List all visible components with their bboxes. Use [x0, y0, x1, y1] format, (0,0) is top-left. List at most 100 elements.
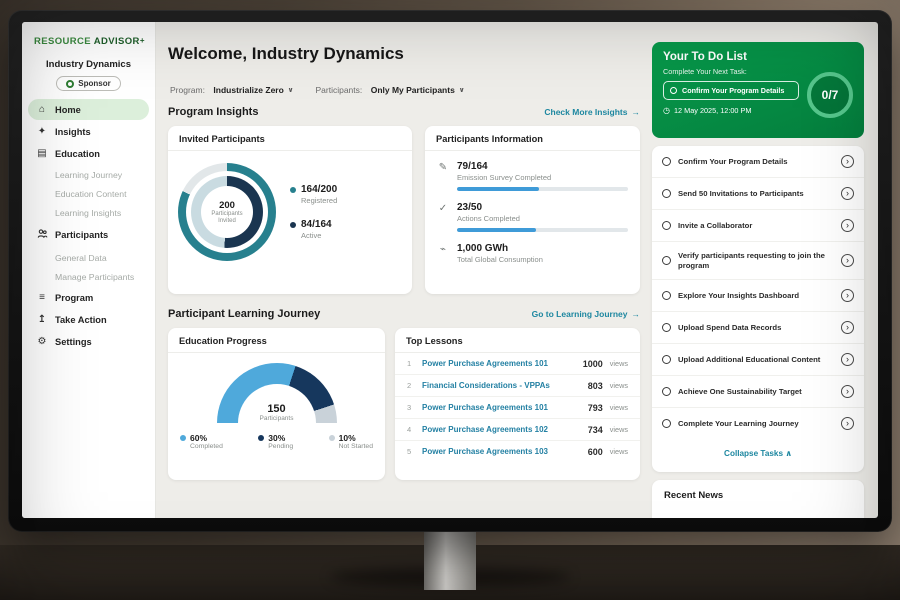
lesson-rank: 1: [407, 359, 412, 368]
invited-donut-ring-inner: 200 Participants Invited: [191, 176, 263, 248]
sidebar-item-program[interactable]: ≡ Program: [28, 287, 149, 308]
todo-task-row[interactable]: Verify participants requesting to join t…: [652, 242, 864, 281]
task-checkbox[interactable]: [662, 221, 671, 230]
sidebar-item-education-content[interactable]: Education Content: [55, 188, 127, 199]
chevron-right-icon[interactable]: ›: [841, 353, 854, 367]
legend-value: 164/200: [301, 184, 338, 195]
task-checkbox[interactable]: [662, 323, 671, 333]
todo-task-list-card: Confirm Your Program Details › Send 50 I…: [652, 146, 864, 472]
logo-secondary: ADVISOR: [93, 36, 140, 47]
logo-primary: RESOURCE: [34, 36, 92, 47]
lesson-row[interactable]: 5 Power Purchase Agreements 103 600 view…: [395, 441, 640, 462]
sidebar-item-manage-participants[interactable]: Manage Participants: [55, 271, 135, 282]
participants-icon: [36, 228, 48, 242]
monitor-bezel: RESOURCE ADVISOR+ Industry Dynamics Spon…: [8, 10, 892, 532]
chevron-right-icon[interactable]: ›: [841, 289, 854, 303]
lesson-link[interactable]: Power Purchase Agreements 101: [422, 359, 548, 368]
todo-task-row[interactable]: Send 50 Invitations to Participants ›: [652, 178, 864, 210]
section-title: Program Insights: [168, 106, 259, 118]
program-select[interactable]: Industrialize Zero ∨: [213, 85, 293, 95]
donut-center-value: 200: [219, 199, 235, 211]
chevron-right-icon[interactable]: ›: [841, 321, 854, 335]
task-checkbox[interactable]: [662, 291, 671, 301]
program-insights-header: Program Insights Check More Insights →: [168, 106, 640, 118]
todo-task-row[interactable]: Invite a Collaborator ›: [652, 210, 864, 242]
sidebar-item-label: Home: [55, 104, 81, 115]
task-checkbox[interactable]: [662, 419, 671, 429]
legend-pct: 30%: [268, 433, 286, 443]
sidebar: RESOURCE ADVISOR+ Industry Dynamics Spon…: [22, 22, 156, 518]
take-action-icon: ↥: [37, 314, 47, 325]
legend-item: 164/200 Registered: [290, 184, 337, 205]
chevron-right-icon[interactable]: ›: [841, 187, 854, 200]
legend-label: Registered: [301, 196, 338, 205]
section-title: Participant Learning Journey: [168, 308, 321, 320]
lesson-views-unit: views: [609, 359, 628, 368]
info-row-consumption: ⌁ 1,000 GWh Total Global Consumption: [437, 243, 628, 264]
arrow-right-icon: →: [631, 309, 641, 319]
sidebar-item-take-action[interactable]: ↥ Take Action: [28, 309, 149, 330]
todo-task-row[interactable]: Confirm Your Program Details ›: [652, 146, 864, 178]
legend-label: Not Started: [338, 443, 373, 450]
sidebar-item-label: Insights: [55, 126, 91, 137]
sidebar-item-settings[interactable]: ⚙ Settings: [28, 331, 149, 352]
sidebar-item-learning-journey[interactable]: Learning Journey: [55, 169, 123, 180]
invited-legend: 164/200 Registered 84/164 Active: [290, 184, 337, 240]
sidebar-item-insights[interactable]: ✦ Insights: [28, 121, 149, 142]
lesson-link[interactable]: Financial Considerations - VPPAs: [422, 381, 550, 390]
todo-task-row[interactable]: Upload Additional Educational Content ›: [652, 344, 864, 377]
due-date-label: 12 May 2025, 12:00 PM: [673, 106, 752, 115]
legend-item-pending: 30% Pending: [258, 433, 293, 450]
sidebar-item-label: Settings: [55, 336, 92, 347]
todo-task-row[interactable]: Achieve One Sustainability Target ›: [652, 376, 864, 409]
survey-icon: ✎: [438, 162, 448, 173]
lesson-views: 734: [587, 424, 603, 435]
lesson-link[interactable]: Power Purchase Agreements 103: [422, 447, 548, 456]
donut-center-label: Participants Invited: [211, 210, 243, 224]
sidebar-nav: ⌂ Home ✦ Insights ▤ Education Learning J…: [22, 99, 155, 352]
chevron-down-icon: ∨: [287, 87, 294, 94]
todo-task-row[interactable]: Upload Spend Data Records ›: [652, 312, 864, 345]
task-label: Complete Your Learning Journey: [678, 418, 799, 428]
chevron-right-icon[interactable]: ›: [841, 417, 854, 431]
recent-news-title: Recent News: [664, 490, 724, 501]
lesson-row[interactable]: 3 Power Purchase Agreements 101 793 view…: [395, 397, 640, 419]
program-filter: Program: Industrialize Zero ∨: [170, 80, 293, 98]
sidebar-item-learning-insights[interactable]: Learning Insights: [55, 207, 122, 218]
sidebar-item-home[interactable]: ⌂ Home: [28, 99, 149, 120]
task-checkbox[interactable]: [662, 355, 671, 365]
next-task-label: Confirm Your Program Details: [682, 86, 785, 95]
todo-task-row[interactable]: Explore Your Insights Dashboard ›: [652, 280, 864, 313]
sidebar-item-label: Program: [55, 292, 94, 303]
todo-subtitle: Complete Your Next Task:: [663, 67, 747, 76]
chevron-right-icon[interactable]: ›: [841, 254, 854, 268]
check-more-insights-link[interactable]: Check More Insights →: [544, 107, 640, 117]
task-checkbox[interactable]: [662, 189, 671, 198]
task-checkbox[interactable]: [670, 87, 677, 94]
todo-task-row[interactable]: Complete Your Learning Journey ›: [652, 408, 864, 439]
sidebar-item-participants[interactable]: Participants: [28, 223, 149, 247]
top-lessons-card: Top Lessons 1 Power Purchase Agreements …: [395, 328, 640, 480]
chevron-right-icon[interactable]: ›: [841, 155, 854, 168]
legend-label: Completed: [190, 443, 223, 450]
next-task-box[interactable]: Confirm Your Program Details: [663, 81, 799, 100]
task-checkbox[interactable]: [662, 387, 671, 397]
task-checkbox[interactable]: [662, 157, 671, 166]
lesson-views-unit: views: [609, 425, 628, 434]
participants-select[interactable]: Only My Participants ∨: [371, 85, 465, 95]
collapse-tasks-link[interactable]: Collapse Tasks ∧: [724, 449, 792, 459]
chevron-right-icon[interactable]: ›: [841, 385, 854, 399]
participants-filter: Participants: Only My Participants ∨: [315, 80, 464, 98]
sidebar-item-education[interactable]: ▤ Education: [28, 143, 149, 164]
lesson-row[interactable]: 2 Financial Considerations - VPPAs 803 v…: [395, 375, 640, 397]
lesson-row[interactable]: 1 Power Purchase Agreements 101 1000 vie…: [395, 353, 640, 375]
lesson-link[interactable]: Power Purchase Agreements 102: [422, 425, 548, 434]
lesson-row[interactable]: 4 Power Purchase Agreements 102 734 view…: [395, 419, 640, 441]
go-to-learning-journey-link[interactable]: Go to Learning Journey →: [532, 309, 640, 319]
chevron-right-icon[interactable]: ›: [841, 219, 854, 232]
task-checkbox[interactable]: [662, 256, 671, 266]
sidebar-item-general-data[interactable]: General Data: [55, 252, 107, 263]
sponsor-badge[interactable]: Sponsor: [56, 76, 121, 91]
lesson-link[interactable]: Power Purchase Agreements 101: [422, 403, 548, 412]
